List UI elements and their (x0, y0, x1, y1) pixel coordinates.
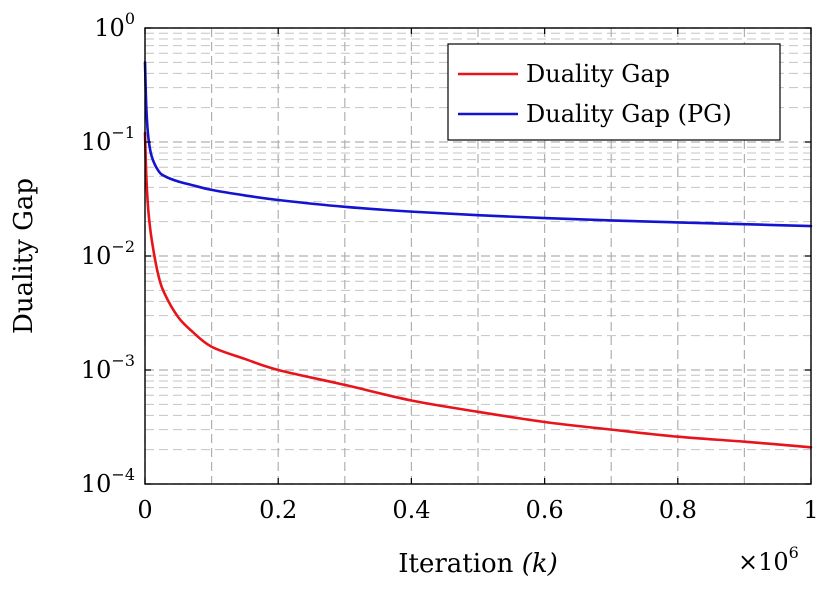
y-tick-label: 10−3 (81, 351, 135, 384)
y-tick-label-exponent: −2 (111, 237, 135, 256)
y-tick-label-exponent: −4 (111, 465, 135, 484)
y-axis-title: Duality Gap (9, 178, 39, 334)
series-line-duality-gap-pg (143, 61, 813, 228)
y-tick-label-exponent: −1 (111, 123, 135, 142)
x-multiplier-exponent: 6 (789, 543, 799, 562)
y-tick-label-base: 10 (81, 128, 112, 156)
legend-label: Duality Gap (526, 60, 670, 88)
y-tick-label: 10−2 (81, 237, 135, 270)
x-axis-title-variable: (k) (522, 549, 558, 579)
x-axis-title-text: Iteration (398, 549, 521, 579)
x-axis-title: Iteration (k) (398, 549, 558, 579)
legend: Duality Gap Duality Gap (PG) (447, 43, 781, 141)
series-layer (143, 61, 813, 449)
x-multiplier-base: ×10 (738, 548, 789, 576)
legend-box (447, 43, 781, 141)
legend-label: Duality Gap (PG) (526, 100, 732, 128)
y-tick-label-base: 10 (81, 242, 112, 270)
y-tick-label: 10−1 (81, 123, 135, 156)
y-tick-label-base: 10 (81, 470, 112, 498)
y-tick-label-exponent: −3 (111, 351, 135, 370)
y-tick-label-base: 10 (94, 14, 125, 42)
x-tick-label: 0.4 (392, 496, 430, 524)
y-tick-label-exponent: 0 (125, 9, 135, 28)
x-tick-label: 0.2 (259, 496, 297, 524)
y-tick-label: 10−4 (81, 465, 135, 498)
y-tick-label: 100 (94, 9, 135, 42)
y-tick-label-base: 10 (81, 356, 112, 384)
series-line-duality-gap (143, 131, 813, 449)
x-tick-label: 0.8 (659, 496, 697, 524)
x-axis-multiplier: ×106 (738, 543, 799, 576)
x-tick-label: 1 (803, 496, 818, 524)
x-tick-label: 0.6 (526, 496, 564, 524)
x-tick-label: 0 (137, 496, 152, 524)
